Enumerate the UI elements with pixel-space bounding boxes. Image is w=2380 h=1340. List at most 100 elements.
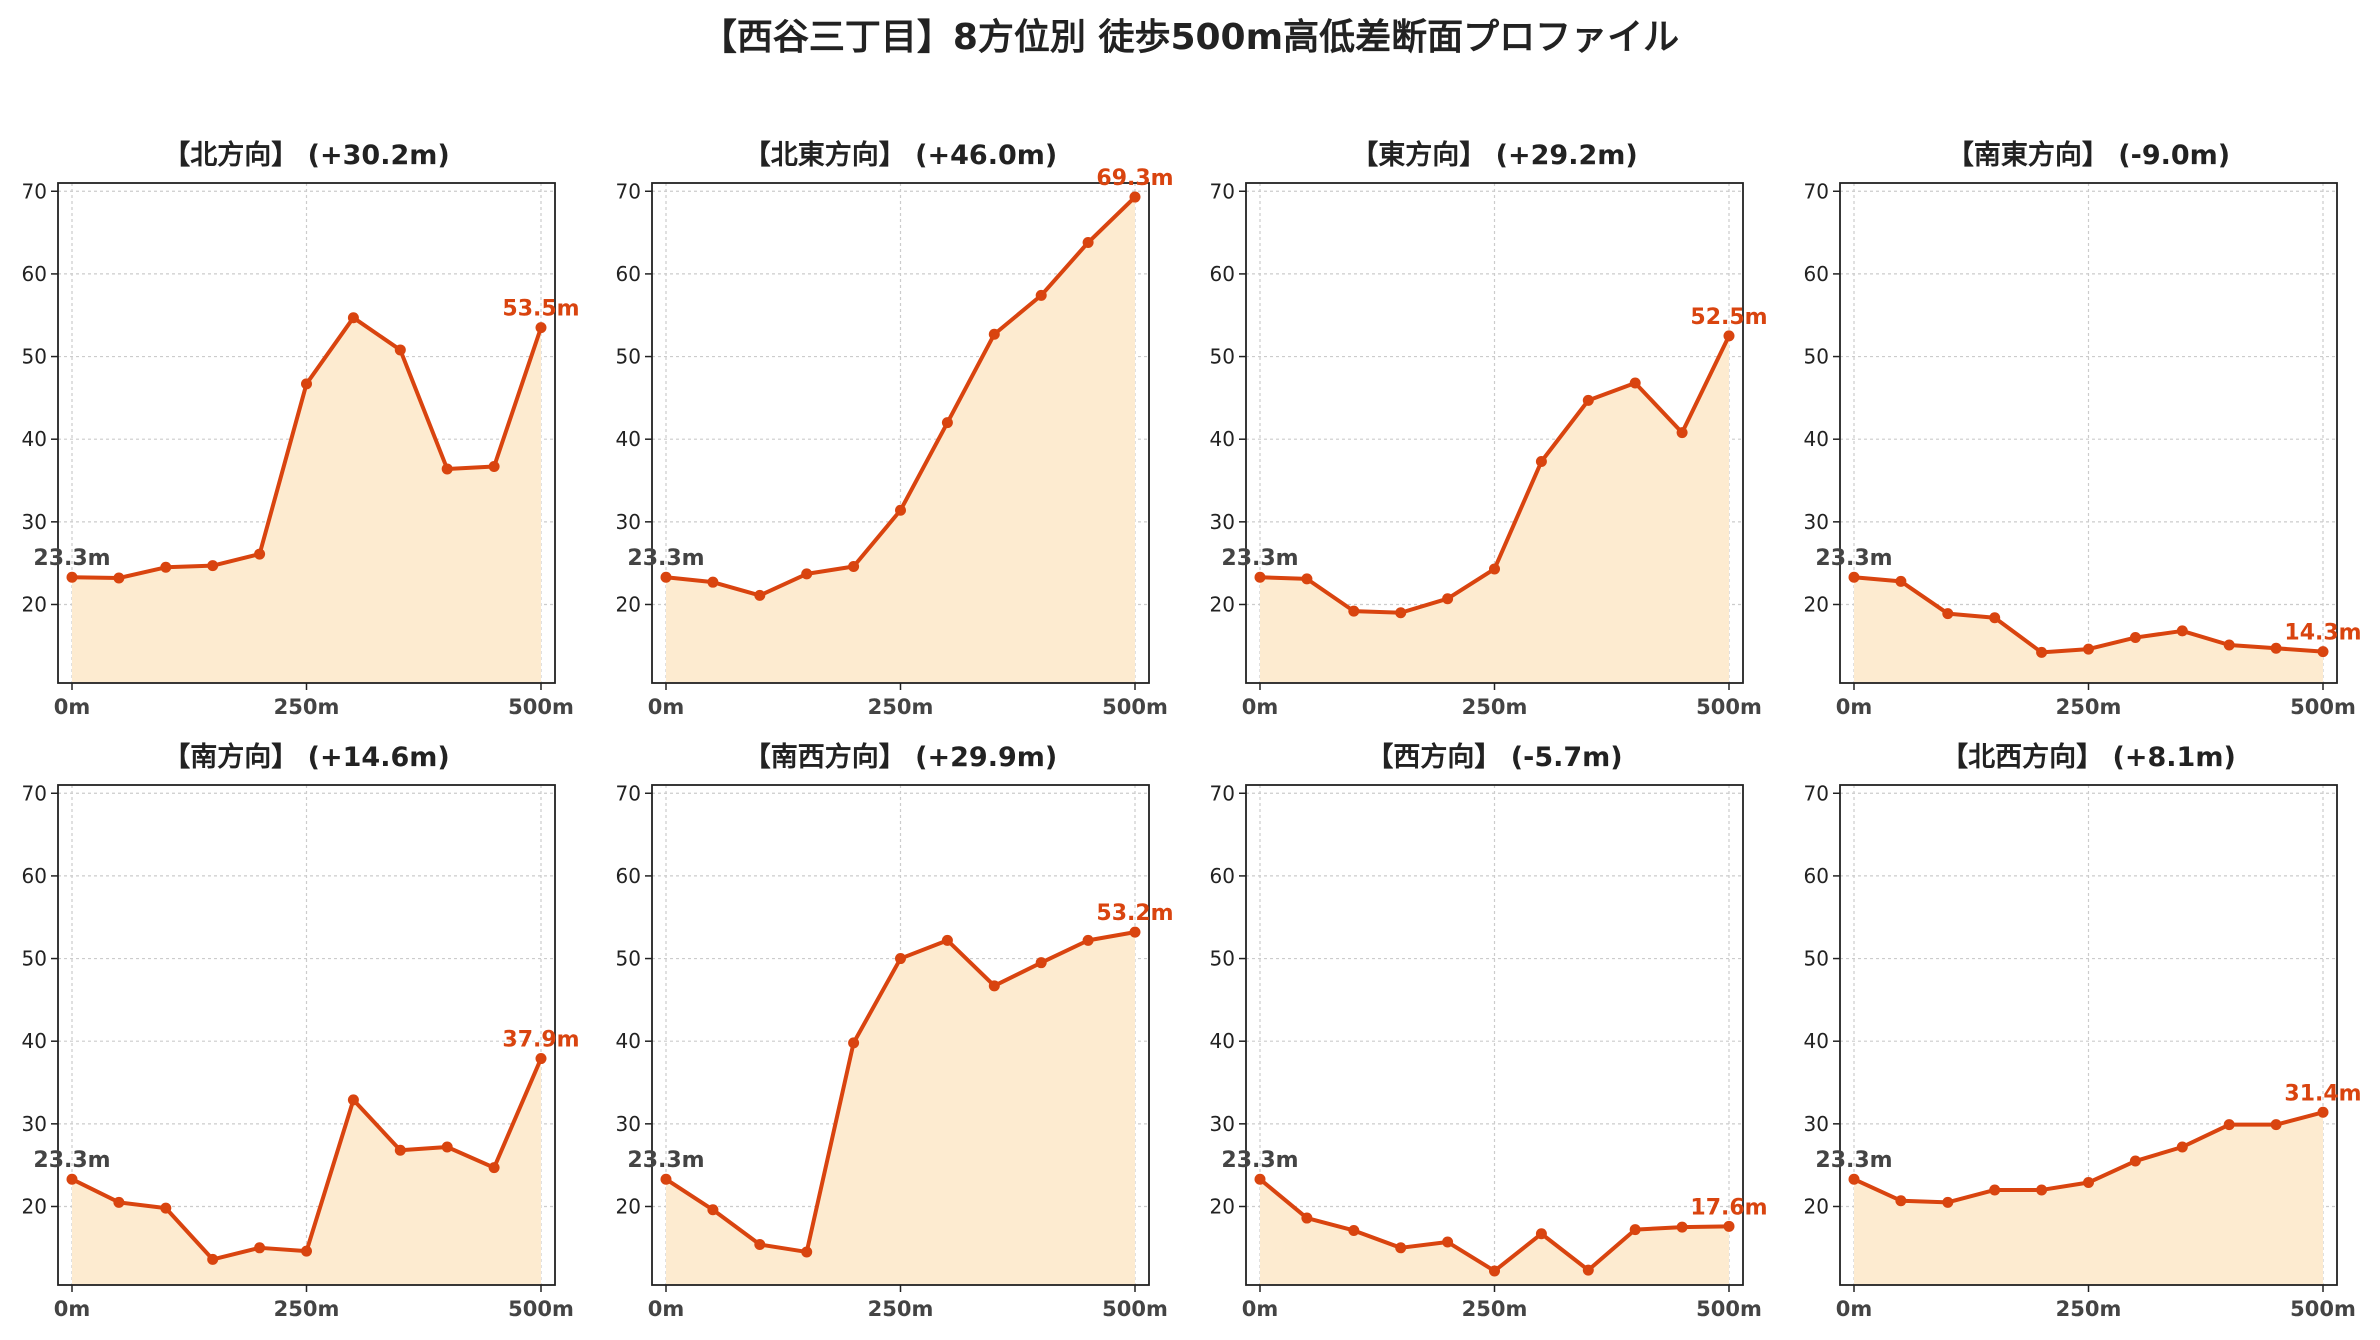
data-point	[848, 1037, 860, 1049]
end-elevation-label: 53.2m	[1096, 901, 1173, 926]
data-point	[254, 548, 266, 560]
data-point	[347, 312, 359, 324]
x-tick-label: 250m	[1462, 1297, 1528, 1321]
y-tick-label: 60	[22, 864, 47, 888]
y-tick-label: 70	[1210, 781, 1235, 805]
data-point	[394, 1144, 406, 1156]
data-point	[1582, 394, 1594, 406]
start-elevation-label: 23.3m	[1815, 1148, 1892, 1173]
y-tick-label: 50	[1210, 345, 1235, 369]
data-point	[113, 572, 125, 584]
data-point	[895, 504, 906, 516]
y-tick-label: 50	[1804, 345, 1829, 369]
data-point	[2129, 1155, 2141, 1167]
x-tick-label: 250m	[274, 695, 340, 719]
y-tick-label: 60	[22, 262, 47, 286]
data-point	[1942, 1196, 1954, 1208]
data-point	[66, 571, 78, 583]
data-point	[2270, 1119, 2282, 1131]
y-tick-label: 70	[22, 179, 47, 203]
figure-title: 【西谷三丁目】8方位別 徒歩500m高低差断面プロファイル	[700, 17, 1680, 58]
data-point	[801, 1246, 813, 1258]
x-tick-label: 500m	[2290, 695, 2356, 719]
x-tick-label: 500m	[1102, 1297, 1168, 1321]
panel-3: 20 30 40 50 60 70 0m 250m 500m 【東方向】 (+29.2m) 23.3…	[1210, 139, 1768, 719]
x-tick-label: 250m	[868, 695, 934, 719]
start-elevation-label: 23.3m	[1221, 1148, 1298, 1173]
panel-title: 【東方向】 (+29.2m)	[1351, 139, 1637, 171]
data-point	[660, 1173, 672, 1185]
y-tick-label: 60	[1804, 864, 1829, 888]
y-tick-label: 30	[1804, 1112, 1829, 1136]
elevation-area	[72, 1058, 541, 1285]
data-point	[254, 1242, 266, 1254]
data-point	[1395, 1242, 1407, 1254]
x-tick-label: 500m	[508, 1297, 574, 1321]
y-tick-label: 20	[22, 1194, 47, 1218]
data-point	[441, 1141, 453, 1153]
data-point	[988, 980, 1000, 992]
data-point	[2036, 646, 2048, 658]
data-point	[160, 561, 172, 573]
data-point	[660, 571, 672, 583]
y-tick-label: 30	[616, 510, 641, 534]
x-tick-label: 0m	[1242, 695, 1279, 719]
data-point	[801, 568, 813, 580]
data-point	[301, 1245, 312, 1257]
x-tick-label: 250m	[2056, 1297, 2122, 1321]
data-point	[1895, 1195, 1907, 1207]
y-tick-label: 50	[1210, 947, 1235, 971]
data-point	[1035, 957, 1047, 969]
y-tick-label: 50	[22, 947, 47, 971]
y-tick-label: 40	[1210, 427, 1235, 451]
data-point	[1442, 593, 1454, 605]
data-point	[2176, 1141, 2188, 1153]
y-tick-label: 40	[1804, 427, 1829, 451]
data-point	[1629, 1224, 1641, 1236]
x-tick-label: 500m	[1696, 1297, 1762, 1321]
data-point	[707, 1204, 719, 1216]
y-tick-label: 20	[616, 1194, 641, 1218]
elevation-area	[72, 317, 541, 683]
data-point	[347, 1094, 359, 1106]
data-point	[394, 344, 406, 356]
data-point	[66, 1173, 78, 1185]
y-tick-label: 40	[1210, 1029, 1235, 1053]
data-point	[754, 1239, 766, 1251]
y-tick-label: 40	[1804, 1029, 1829, 1053]
panel-title: 【南方向】 (+14.6m)	[163, 741, 449, 773]
data-point	[1489, 563, 1500, 575]
x-tick-label: 0m	[1836, 1297, 1873, 1321]
y-tick-label: 30	[22, 1112, 47, 1136]
start-elevation-label: 23.3m	[627, 546, 704, 571]
data-point	[1582, 1264, 1594, 1276]
x-tick-label: 0m	[54, 1297, 91, 1321]
data-point	[1629, 377, 1641, 389]
data-point	[1082, 934, 1094, 946]
data-point	[1254, 1173, 1266, 1185]
data-point	[1129, 926, 1141, 938]
data-point	[1489, 1265, 1500, 1277]
y-tick-label: 60	[1210, 864, 1235, 888]
panel-1: 20 30 40 50 60 70 0m 250m 500m 【北方向】 (+30.2m) 23.3…	[22, 139, 580, 719]
start-elevation-label: 23.3m	[627, 1148, 704, 1173]
data-point	[1301, 573, 1313, 585]
x-tick-label: 500m	[508, 695, 574, 719]
data-point	[488, 460, 500, 472]
end-elevation-label: 52.5m	[1690, 305, 1767, 330]
y-tick-label: 70	[616, 179, 641, 203]
start-elevation-label: 23.3m	[1221, 546, 1298, 571]
y-tick-label: 30	[1804, 510, 1829, 534]
data-point	[848, 560, 860, 572]
panel-title: 【南東方向】 (-9.0m)	[1947, 139, 2230, 171]
data-point	[2317, 1106, 2329, 1118]
panel-2: 20 30 40 50 60 70 0m 250m 500m 【北東方向】 (+46.0m) 23.…	[616, 139, 1174, 719]
x-tick-label: 250m	[274, 1297, 340, 1321]
y-tick-label: 20	[1804, 1194, 1829, 1218]
y-tick-label: 70	[1210, 179, 1235, 203]
end-elevation-label: 17.6m	[1690, 1195, 1767, 1220]
x-tick-label: 0m	[648, 1297, 685, 1321]
y-tick-label: 50	[616, 345, 641, 369]
data-point	[1348, 1224, 1360, 1236]
data-point	[941, 417, 953, 429]
